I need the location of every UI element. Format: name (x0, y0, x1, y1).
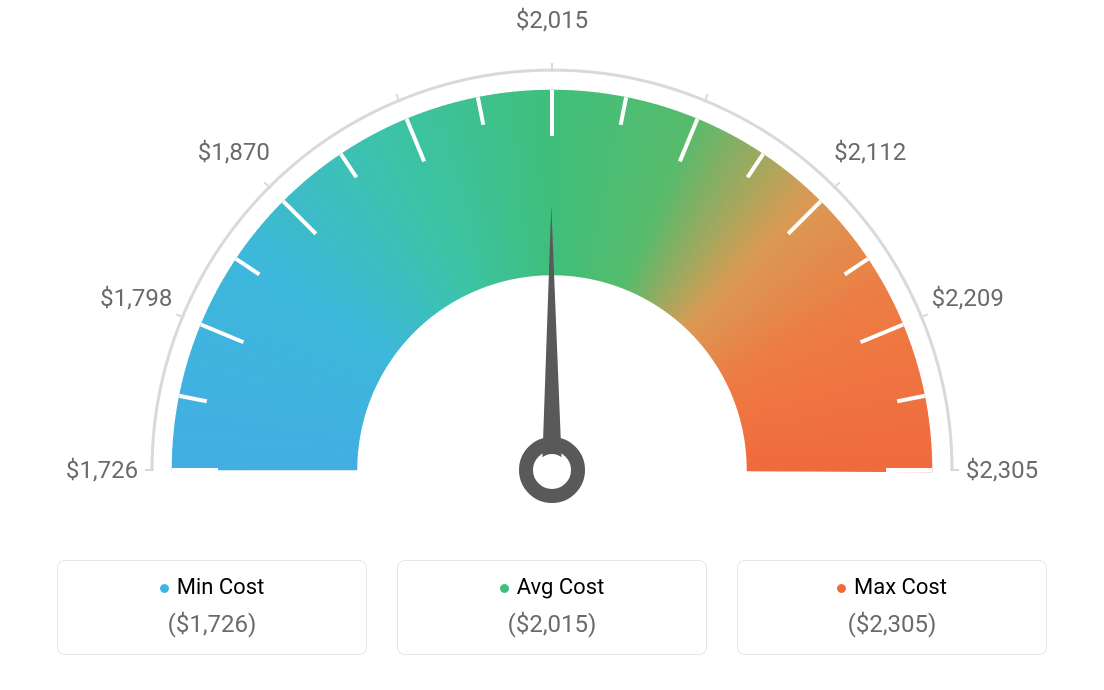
legend-max-value: ($2,305) (748, 610, 1036, 638)
legend-min-title: Min Cost (68, 575, 356, 600)
legend-card-avg: Avg Cost ($2,015) (397, 560, 707, 655)
legend-max-title: Max Cost (748, 575, 1036, 600)
gauge-tick-label: $1,870 (198, 138, 270, 166)
legend-card-min: Min Cost ($1,726) (57, 560, 367, 655)
legend-max-label: Max Cost (854, 575, 947, 600)
gauge-svg (0, 0, 1104, 540)
gauge-tick-label: $2,305 (966, 456, 1038, 484)
legend-avg-title: Avg Cost (408, 575, 696, 600)
legend-max-dot (837, 584, 846, 593)
legend-min-dot (160, 584, 169, 593)
gauge-tick-label: $1,798 (100, 284, 172, 312)
gauge-tick-label: $1,726 (66, 456, 138, 484)
gauge-tick-label: $2,112 (834, 138, 906, 166)
legend-card-max: Max Cost ($2,305) (737, 560, 1047, 655)
gauge-area: $1,726 $1,798 $1,870 $2,015 $2,112 $2,209 $2,3… (0, 0, 1104, 540)
legend-min-label: Min Cost (177, 575, 265, 600)
legend-row: Min Cost ($1,726) Avg Cost ($2,015) Max … (0, 560, 1104, 655)
chart-container: $1,726 $1,798 $1,870 $2,015 $2,112 $2,209 $2,3… (0, 0, 1104, 690)
gauge-tick-label: $2,015 (516, 6, 588, 34)
legend-avg-dot (500, 584, 509, 593)
legend-avg-value: ($2,015) (408, 610, 696, 638)
gauge-tick-label: $2,209 (932, 284, 1004, 312)
legend-min-value: ($1,726) (68, 610, 356, 638)
legend-avg-label: Avg Cost (517, 575, 605, 600)
